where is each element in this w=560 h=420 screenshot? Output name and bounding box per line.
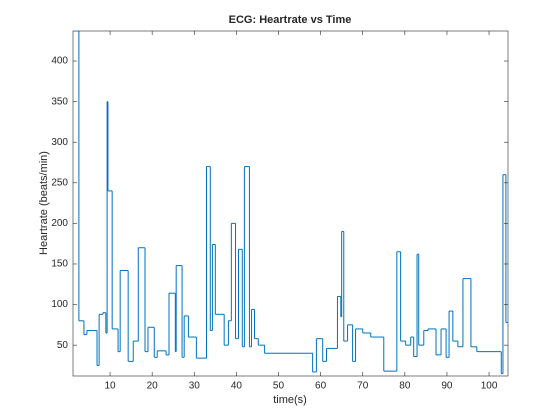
x-tick-label: 60 bbox=[315, 381, 327, 392]
x-tick-label: 10 bbox=[104, 381, 116, 392]
y-axis-label: Heartrate (beats/min) bbox=[38, 151, 50, 255]
x-tick-label: 40 bbox=[231, 381, 243, 392]
y-tick-label: 150 bbox=[51, 259, 68, 270]
chart-title: ECG: Heartrate vs Time bbox=[229, 14, 352, 26]
x-axis-label: time(s) bbox=[273, 394, 307, 406]
x-tick-label: 20 bbox=[147, 381, 159, 392]
x-tick-label: 100 bbox=[481, 381, 498, 392]
x-tick-label: 50 bbox=[273, 381, 285, 392]
plot-layer bbox=[73, 31, 508, 375]
y-tick-label: 50 bbox=[57, 340, 69, 351]
x-tick-label: 80 bbox=[399, 381, 411, 392]
y-tick-label: 200 bbox=[51, 218, 68, 229]
x-tick-label: 30 bbox=[189, 381, 201, 392]
y-tick-label: 400 bbox=[51, 56, 68, 67]
x-tick-label: 70 bbox=[357, 381, 369, 392]
x-tick-label: 90 bbox=[441, 381, 453, 392]
y-tick-label: 300 bbox=[51, 137, 68, 148]
y-tick-label: 100 bbox=[51, 299, 68, 310]
y-tick-label: 250 bbox=[51, 177, 68, 188]
y-tick-label: 350 bbox=[51, 96, 68, 107]
